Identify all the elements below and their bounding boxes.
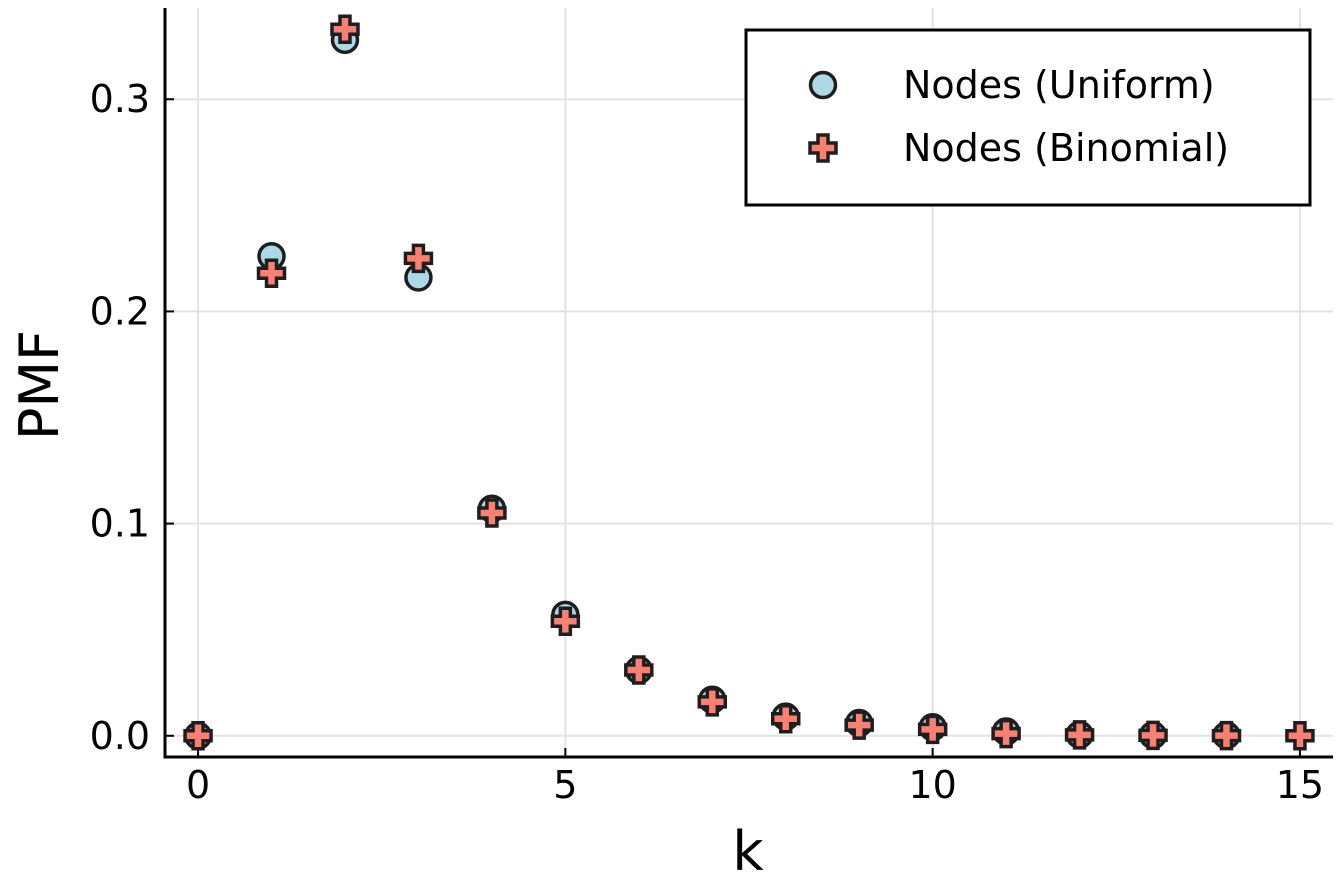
- legend-label: Nodes (Binomial): [903, 126, 1229, 170]
- x-tick-label: 5: [553, 763, 577, 807]
- binomial-point: [550, 606, 581, 636]
- y-tick-label: 0.1: [90, 502, 150, 546]
- legend-box: [744, 28, 1312, 207]
- binomial-point: [330, 14, 360, 44]
- y-tick-label: 0.2: [90, 289, 150, 333]
- series-binomial: [183, 14, 1315, 751]
- binomial-point: [1064, 720, 1095, 750]
- binomial-point: [477, 498, 507, 528]
- y-tick-label: 0.3: [90, 77, 150, 121]
- y-tick-label: 0.0: [90, 714, 150, 758]
- legend-label: Nodes (Uniform): [903, 63, 1215, 107]
- x-tick-labels: 0 5 10 15: [186, 763, 1324, 807]
- binomial-point: [1138, 720, 1168, 751]
- x-tick-label: 0: [186, 763, 210, 807]
- y-axis-label: PMF: [8, 330, 71, 440]
- binomial-point: [256, 258, 287, 288]
- binomial-point: [991, 718, 1021, 749]
- x-tick-label: 15: [1276, 763, 1324, 807]
- binomial-point: [1285, 721, 1315, 751]
- legend: Nodes (Uniform) Nodes (Binomial): [744, 28, 1312, 207]
- binomial-point: [697, 687, 728, 717]
- binomial-point: [917, 714, 948, 745]
- x-axis-label: k: [732, 820, 764, 883]
- binomial-point: [1211, 720, 1242, 751]
- binomial-point: [403, 243, 434, 274]
- legend-circle-marker: [808, 70, 838, 100]
- binomial-point: [183, 721, 213, 751]
- binomial-point: [624, 655, 654, 685]
- legend-cross-marker: [808, 133, 838, 163]
- y-tick-labels: 0.0 0.1 0.2 0.3: [90, 77, 150, 758]
- x-tick-label: 10: [908, 763, 956, 807]
- data-series: [183, 14, 1315, 751]
- binomial-point: [844, 710, 874, 740]
- binomial-point: [770, 704, 801, 734]
